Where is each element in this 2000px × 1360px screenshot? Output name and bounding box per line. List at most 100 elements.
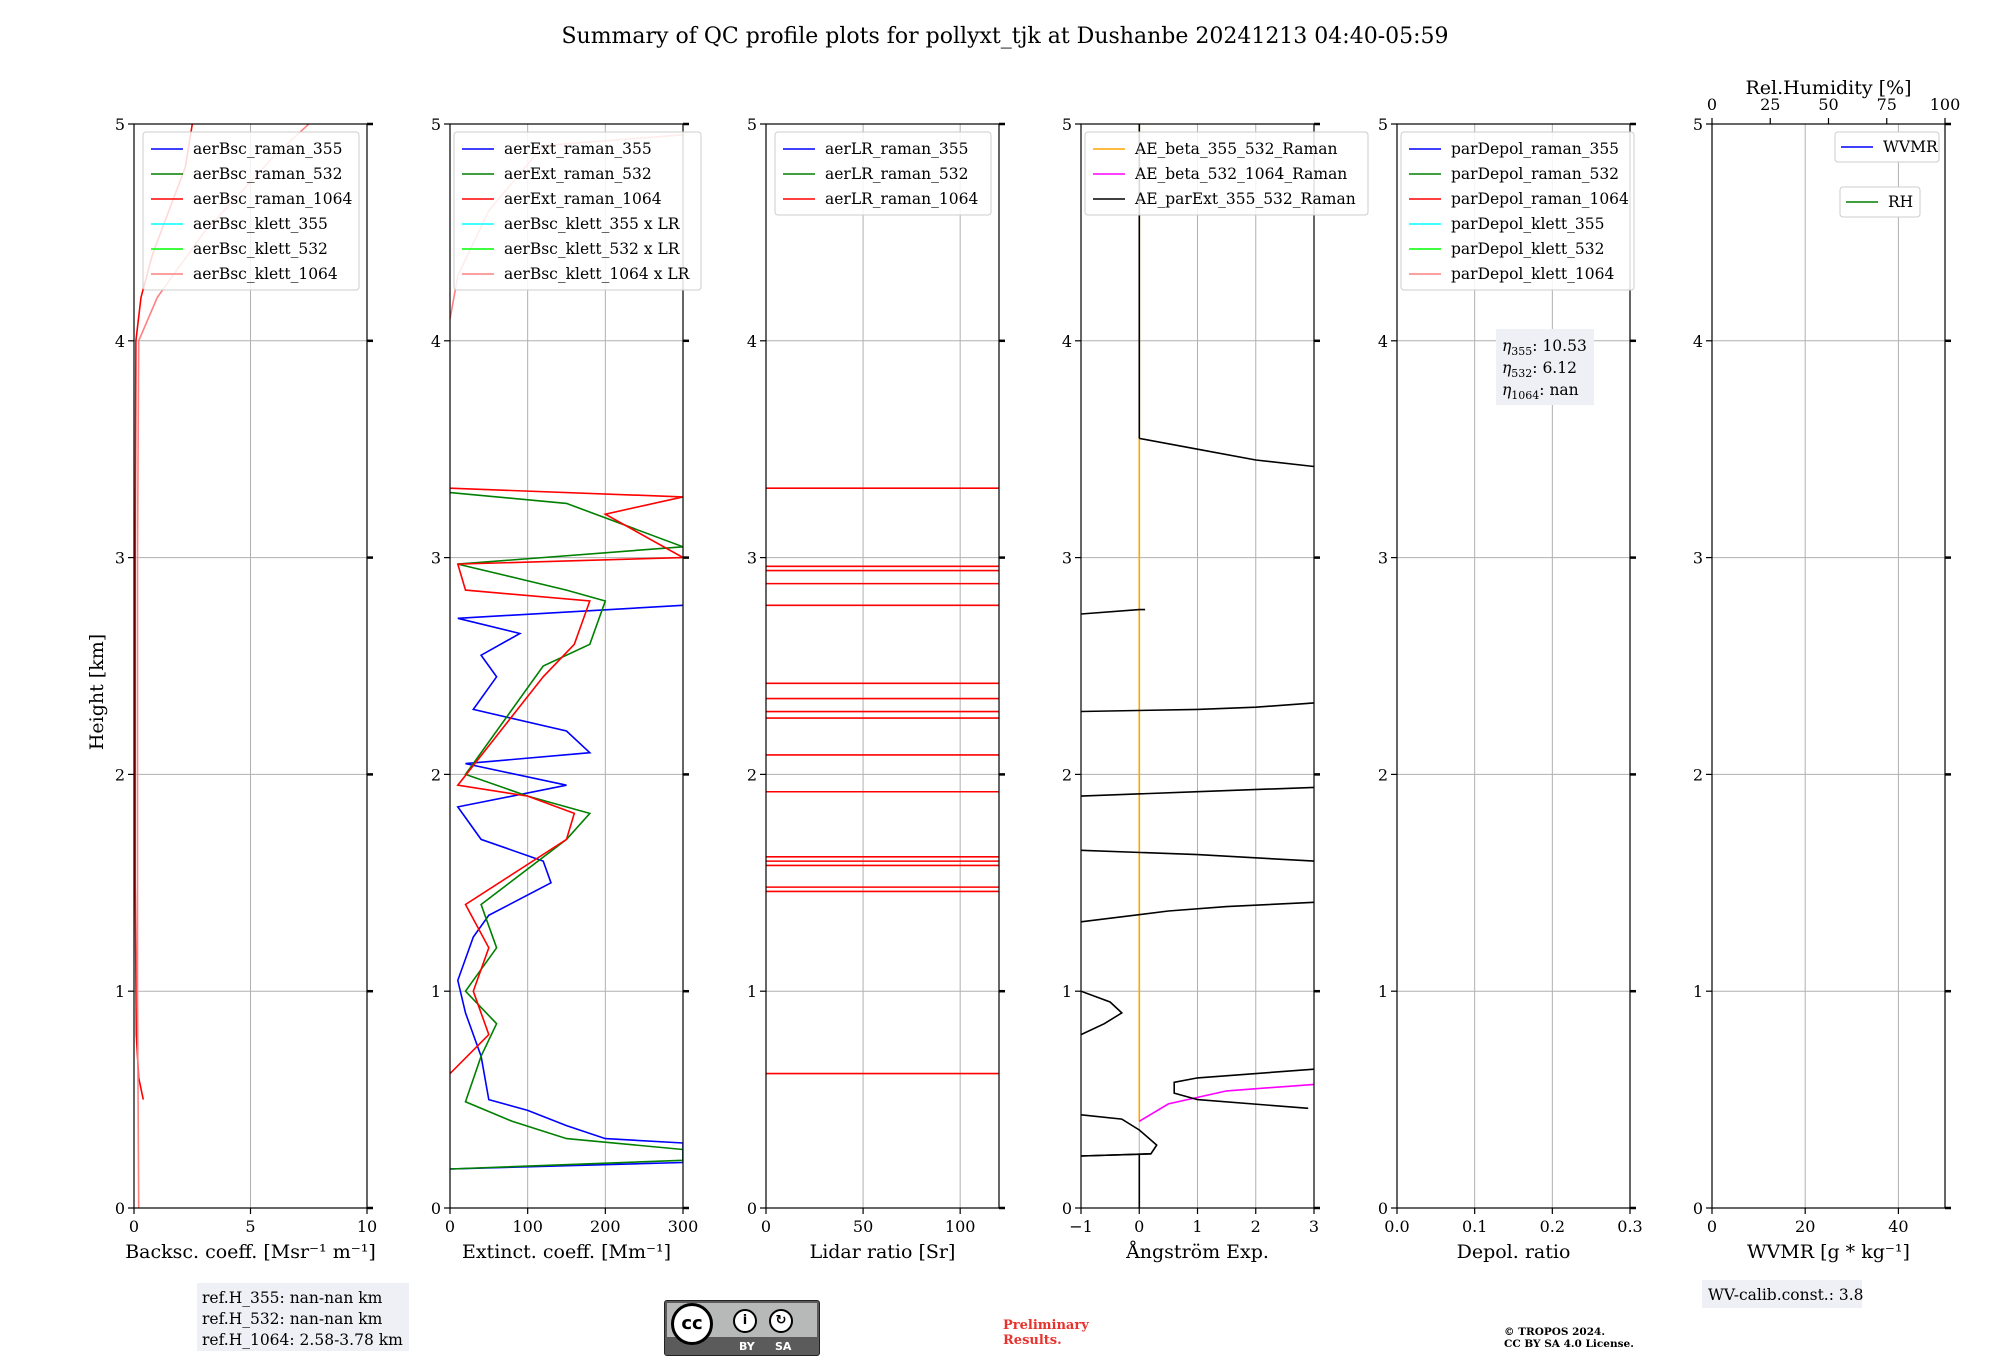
preliminary-line-2: Results. bbox=[1003, 1333, 1062, 1348]
sa-share-icon: ↻ bbox=[769, 1309, 793, 1333]
series-line-AE_parExt_355_532_Raman bbox=[1081, 1153, 1151, 1157]
y-axis-label: Height [km] bbox=[86, 634, 108, 750]
legend-box bbox=[1084, 131, 1369, 216]
ytick-label: 4 bbox=[1693, 332, 1703, 351]
legend-entry: aerExt_raman_1064 bbox=[504, 190, 662, 208]
cc-by-sa-badge: cc i ↻ BY SA bbox=[664, 1300, 820, 1356]
xtick-label: 2 bbox=[1251, 1217, 1261, 1236]
legend-box bbox=[1839, 186, 1921, 218]
series-line-AE_beta_532_1064_Raman bbox=[1138, 1083, 1314, 1122]
eta-value: η1064: nan bbox=[1502, 381, 1579, 402]
axes-frame bbox=[1396, 123, 1631, 1209]
xtick-label: 0.1 bbox=[1462, 1217, 1487, 1236]
legend-entry: aerBsc_klett_355 x LR bbox=[504, 215, 681, 233]
eta-value: η355: 10.53 bbox=[1502, 337, 1587, 358]
legend-entry: RH bbox=[1888, 193, 1913, 211]
legend-box bbox=[774, 131, 992, 216]
legend-entry: parDepol_raman_1064 bbox=[1451, 190, 1629, 208]
legend-entry: aerLR_raman_355 bbox=[825, 140, 968, 158]
panel-extinction: 0 1 2 3 4 5 0 100 200 300 Extinct. coeff. [Mm⁻¹] ae… bbox=[431, 115, 702, 1263]
series-line-aerExt_raman_1064 bbox=[450, 487, 683, 1075]
ytick-label: 5 bbox=[115, 115, 125, 134]
legend-entry: AE_beta_355_532_Raman bbox=[1134, 140, 1337, 158]
copyright-line-2: CC BY SA 4.0 License. bbox=[1504, 1338, 1634, 1350]
ytick-label: 4 bbox=[431, 332, 441, 351]
xtick-label: 0.0 bbox=[1384, 1217, 1409, 1236]
eta-box bbox=[1496, 329, 1594, 405]
badge-sa-label: SA bbox=[775, 1340, 792, 1353]
legend-box bbox=[142, 131, 360, 291]
series-line-AE_parExt_355_532_Raman bbox=[1139, 437, 1314, 468]
ytick-label: 1 bbox=[1378, 982, 1388, 1001]
by-person-icon: i bbox=[733, 1309, 757, 1333]
legend-entry: aerLR_raman_532 bbox=[825, 165, 968, 183]
top-axis-label: Rel.Humidity [%] bbox=[1745, 77, 1911, 99]
legend-entry: aerExt_raman_532 bbox=[504, 165, 652, 183]
xtick-label: 5 bbox=[245, 1217, 255, 1236]
plot-area-extinction bbox=[450, 134, 683, 1170]
ref-height-note: ref.H_1064: 2.58-3.78 km bbox=[202, 1331, 403, 1349]
legend-entry: AE_parExt_355_532_Raman bbox=[1134, 190, 1356, 208]
ytick-label: 3 bbox=[431, 549, 441, 568]
ytick-label: 1 bbox=[1693, 982, 1703, 1001]
xtick-label: 0 bbox=[129, 1217, 139, 1236]
series-line-AE_parExt_355_532_Raman bbox=[1081, 786, 1314, 797]
top-xtick-label: 100 bbox=[1930, 95, 1961, 114]
ytick-label: 3 bbox=[747, 549, 757, 568]
xtick-label: 10 bbox=[357, 1217, 377, 1236]
xtick-label: 0 bbox=[445, 1217, 455, 1236]
legend-entry: aerBsc_raman_532 bbox=[193, 165, 343, 183]
legend-entry: aerBsc_klett_1064 bbox=[193, 265, 338, 283]
ytick-label: 0 bbox=[115, 1199, 125, 1218]
xtick-label: 1 bbox=[1192, 1217, 1202, 1236]
ytick-label: 5 bbox=[747, 115, 757, 134]
legend-entry: aerBsc_klett_532 x LR bbox=[504, 240, 681, 258]
ytick-label: 1 bbox=[1062, 982, 1072, 1001]
legend-entry: aerBsc_klett_532 bbox=[193, 240, 328, 258]
ytick-label: 5 bbox=[431, 115, 441, 134]
xtick-label: 100 bbox=[512, 1217, 543, 1236]
top-xtick-label: 25 bbox=[1760, 95, 1780, 114]
ytick-label: 3 bbox=[1062, 549, 1072, 568]
ytick-label: 3 bbox=[1693, 549, 1703, 568]
legend-entry: parDepol_raman_532 bbox=[1451, 165, 1619, 183]
wv-calib-note: WV-calib.const.: 3.8 bbox=[1708, 1286, 1864, 1304]
series-line-AE_parExt_355_532_Raman bbox=[1173, 1068, 1314, 1110]
legend-box bbox=[1834, 131, 1940, 163]
x-axis-label: Extinct. coeff. [Mm⁻¹] bbox=[462, 1241, 671, 1263]
xtick-label: 300 bbox=[668, 1217, 699, 1236]
ytick-label: 0 bbox=[1062, 1199, 1072, 1218]
ytick-label: 0 bbox=[1693, 1199, 1703, 1218]
legend-box bbox=[453, 131, 702, 291]
legend-entry: WVMR bbox=[1883, 138, 1939, 156]
axes-frame bbox=[1711, 123, 1946, 1209]
legend-entry: AE_beta_532_1064_Raman bbox=[1134, 165, 1347, 183]
cc-icon: cc bbox=[671, 1303, 713, 1345]
x-axis-label: Lidar ratio [Sr] bbox=[810, 1241, 956, 1263]
ytick-label: 4 bbox=[747, 332, 757, 351]
xtick-label: 0 bbox=[1707, 1217, 1717, 1236]
xtick-label: 100 bbox=[945, 1217, 976, 1236]
series-line-AE_parExt_355_532_Raman bbox=[1081, 990, 1124, 1036]
series-line-AE_parExt_355_532_Raman bbox=[1081, 849, 1314, 862]
ref-height-note: ref.H_532: nan-nan km bbox=[202, 1310, 383, 1328]
xtick-label: 0 bbox=[1134, 1217, 1144, 1236]
legend-entry: parDepol_raman_355 bbox=[1451, 140, 1619, 158]
legend-entry: parDepol_klett_532 bbox=[1451, 240, 1604, 258]
preliminary-line-1: Preliminary bbox=[1003, 1318, 1089, 1333]
ytick-label: 5 bbox=[1062, 115, 1072, 134]
panel-backscatter: 0 1 2 3 4 5 0 5 10 Backsc. coeff. [Msr⁻¹ m⁻¹] aerB… bbox=[115, 115, 409, 1351]
ref-height-note: ref.H_355: nan-nan km bbox=[202, 1289, 383, 1307]
xtick-label: 50 bbox=[853, 1217, 873, 1236]
axes-frame bbox=[765, 123, 1000, 1209]
legend-box bbox=[1400, 131, 1635, 291]
series-line-AE_parExt_355_532_Raman bbox=[1081, 702, 1314, 713]
ytick-label: 2 bbox=[1062, 765, 1072, 784]
legend-entry: aerLR_raman_1064 bbox=[825, 190, 978, 208]
x-axis-label: Ångström Exp. bbox=[1125, 1241, 1269, 1263]
x-axis-label: Backsc. coeff. [Msr⁻¹ m⁻¹] bbox=[125, 1241, 376, 1263]
